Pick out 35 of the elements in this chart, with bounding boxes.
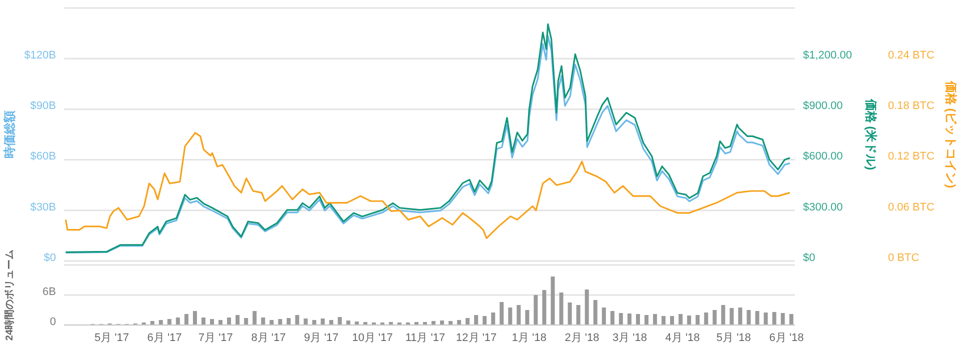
x-tick-label: 2月 '18 xyxy=(564,332,600,344)
x-tick-label: 8月 '17 xyxy=(251,332,286,344)
x-tick-label: 7月 '17 xyxy=(198,332,233,344)
y-tick-label: $60B xyxy=(30,150,56,163)
y-tick-label: $0 xyxy=(44,252,56,264)
y2-tick-label: $300.00 xyxy=(803,201,843,214)
y-axis-title: 時価総額 xyxy=(2,110,16,158)
y-tick-label: $90B xyxy=(30,100,56,112)
x-tick-label: 1月 '18 xyxy=(512,332,546,344)
x-tick-label: 4月 '18 xyxy=(665,332,700,344)
y2-tick-label: $1,200.00 xyxy=(803,50,852,62)
x-tick-label: 12月 '17 xyxy=(456,332,497,344)
x-tick-label: 5月 '18 xyxy=(716,332,751,344)
y3-tick-label: 0.12 BTC xyxy=(888,150,935,163)
x-tick-label: 6月 '18 xyxy=(769,332,804,344)
y-tick-label: 6B xyxy=(42,286,56,298)
x-tick-label: 5月 '17 xyxy=(94,332,129,344)
x-tick-label: 9月 '17 xyxy=(304,332,339,344)
y3-tick-label: 0 BTC xyxy=(888,252,920,264)
y-tick-label: $30B xyxy=(30,201,56,214)
y2-tick-label: $900.00 xyxy=(803,100,843,112)
x-tick-label: 10月 '17 xyxy=(352,332,393,344)
x-tick-label: 6月 '17 xyxy=(147,332,182,344)
y-tick-label: $120B xyxy=(24,50,56,62)
y2-axis-title: 価格 (米ドル) xyxy=(864,98,878,170)
y2-tick-label: $0 xyxy=(803,252,816,264)
x-tick-label: 11月 '17 xyxy=(405,332,446,344)
y3-tick-label: 0.24 BTC xyxy=(888,50,935,62)
y-axis-title: 24時間のボリューム xyxy=(4,249,16,341)
y-tick-label: 0 xyxy=(50,316,56,328)
y3-tick-label: 0.18 BTC xyxy=(888,100,935,112)
y2-tick-label: $600.00 xyxy=(803,150,843,163)
x-tick-label: 3月 '18 xyxy=(612,332,647,344)
y3-axis-title: 価格 (ビットコイン) xyxy=(944,80,958,188)
y3-tick-label: 0.06 BTC xyxy=(888,201,935,214)
